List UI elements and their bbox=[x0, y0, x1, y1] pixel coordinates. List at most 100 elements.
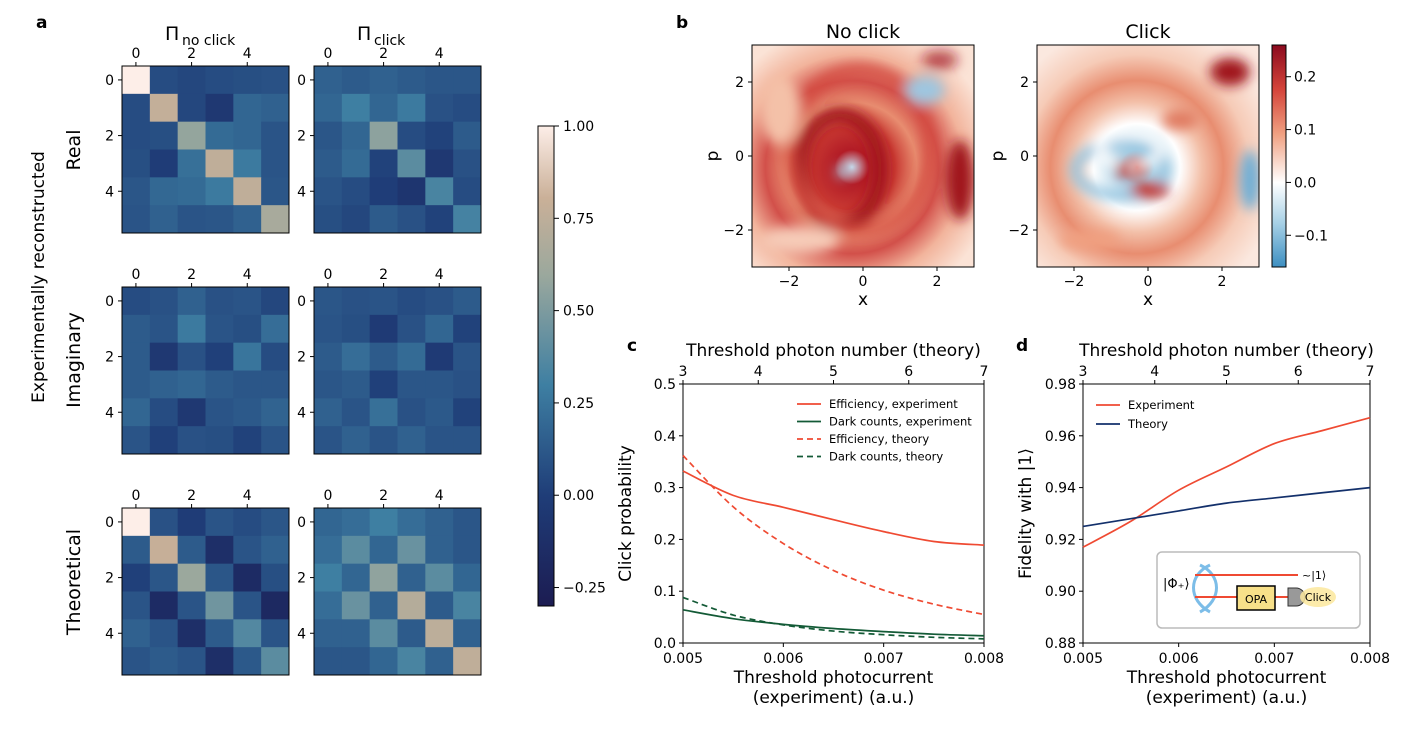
matrix-cell bbox=[205, 177, 234, 206]
matrix-cell bbox=[314, 287, 343, 316]
matrix-cell bbox=[122, 93, 151, 123]
col-title-click: Π click bbox=[357, 23, 406, 49]
top-tick-label: 7 bbox=[1366, 364, 1375, 380]
matrix-cell bbox=[314, 508, 343, 537]
svg-text:no click: no click bbox=[182, 33, 236, 49]
wigner-y-tick-label: 0 bbox=[1020, 149, 1029, 165]
matrix-cell bbox=[205, 619, 234, 648]
matrix-tick-label: 2 bbox=[297, 571, 306, 587]
matrix-cell bbox=[261, 93, 290, 123]
matrix-cell bbox=[233, 93, 262, 123]
x-tick-label: 0.008 bbox=[1350, 651, 1390, 667]
matrix-cell bbox=[205, 149, 234, 178]
wigner-y-tick-label: 0 bbox=[735, 149, 744, 165]
matrix-cell bbox=[369, 591, 398, 620]
matrix-click_real: 0 0 2 2 4 4 bbox=[297, 46, 482, 234]
matrix-cell bbox=[233, 287, 262, 316]
inset-state-label: |Φ₊⟩ bbox=[1163, 577, 1190, 592]
click-glow bbox=[1300, 587, 1336, 607]
matrix-cell bbox=[149, 619, 179, 648]
matrix-tick-label: 0 bbox=[105, 515, 114, 531]
matrix-cell bbox=[149, 426, 179, 455]
matrix-cell bbox=[122, 591, 151, 620]
colorbar-a-tick-label: 1.00 bbox=[563, 119, 594, 135]
series-dark-counts-theory bbox=[682, 596, 985, 640]
matrix-cell bbox=[369, 370, 398, 399]
matrix-tick-label: 2 bbox=[105, 350, 114, 366]
wigner-title-click: Click bbox=[1125, 21, 1170, 43]
x-tick-label: 0.006 bbox=[763, 651, 803, 667]
matrix-cell bbox=[397, 591, 426, 620]
matrix-cell bbox=[122, 647, 151, 676]
top-xlabel: Threshold photon number (theory) bbox=[685, 341, 981, 361]
matrix-cell bbox=[425, 398, 454, 427]
matrix-cell bbox=[122, 314, 151, 344]
matrix-cell bbox=[122, 342, 151, 371]
wigner-click bbox=[1037, 45, 1259, 267]
matrix-cell bbox=[261, 647, 290, 676]
wigner-y-tick-label: 2 bbox=[735, 75, 744, 91]
matrix-cell bbox=[177, 591, 206, 620]
row-label-real: Real bbox=[63, 130, 85, 171]
matrix-cell bbox=[261, 370, 290, 399]
legend-label: Theory bbox=[1127, 417, 1168, 431]
matrix-cell bbox=[261, 177, 290, 206]
matrix-cell bbox=[369, 619, 398, 648]
matrix-cell bbox=[177, 177, 206, 206]
matrix-cell bbox=[233, 508, 262, 537]
matrix-cell bbox=[122, 563, 151, 592]
matrix-cell bbox=[149, 647, 179, 676]
colorbar-a bbox=[537, 125, 555, 607]
matrix-cell bbox=[233, 121, 262, 150]
matrix-noclick_real: 0 0 2 2 4 4 bbox=[105, 46, 290, 234]
density-matrices: 0 0 2 2 4 4 0 0 2 2 4 4 0 0 2 2 4 4 0 0 2 2 4 4 0 0 2 2 4 4 0 0 2 2 4 4 bbox=[105, 46, 482, 676]
matrix-cell bbox=[369, 426, 398, 455]
matrix-cell bbox=[341, 535, 371, 565]
wigner-axes: −2 −2 0 0 2 2 x p −2 −2 0 0 2 2 x p bbox=[703, 75, 1226, 310]
y-tick-label: 0.92 bbox=[1045, 532, 1076, 548]
matrix-cell bbox=[369, 563, 398, 592]
matrix-cell bbox=[149, 370, 179, 399]
top-tick-label: 3 bbox=[679, 364, 688, 380]
y-tick-label: 0.2 bbox=[654, 532, 676, 548]
matrix-cell bbox=[314, 535, 343, 565]
matrix-cell bbox=[425, 563, 454, 592]
matrix-tick-label: 4 bbox=[243, 488, 252, 504]
matrix-cell bbox=[122, 398, 151, 427]
matrix-cell bbox=[233, 535, 262, 565]
matrix-cell bbox=[233, 563, 262, 592]
ylabel: Click probability bbox=[616, 445, 636, 582]
matrix-cell bbox=[233, 398, 262, 427]
matrix-cell bbox=[233, 619, 262, 648]
top-tick-label: 7 bbox=[980, 364, 989, 380]
matrix-cell bbox=[205, 287, 234, 316]
colorbar-a-tick-label: 0.50 bbox=[563, 304, 594, 320]
y-tick-label: 0.5 bbox=[654, 377, 676, 393]
wigner-xlabel: x bbox=[858, 290, 868, 310]
matrix-cell bbox=[122, 149, 151, 178]
matrix-cell bbox=[453, 342, 482, 371]
click-label: Click bbox=[1305, 591, 1332, 604]
matrix-cell bbox=[177, 647, 206, 676]
matrix-cell bbox=[397, 370, 426, 399]
top-tick-label: 4 bbox=[1150, 364, 1159, 380]
matrix-frame bbox=[313, 65, 482, 234]
matrix-cell bbox=[177, 93, 206, 123]
matrix-cell bbox=[314, 205, 343, 234]
matrix-cell bbox=[233, 426, 262, 455]
matrix-tick-label: 0 bbox=[131, 488, 140, 504]
matrix-cell bbox=[397, 508, 426, 537]
matrix-cell bbox=[205, 563, 234, 592]
matrix-cell bbox=[341, 287, 371, 316]
colorbar-a-tick-label: 0.75 bbox=[563, 211, 594, 227]
wigner-y-tick-label: 2 bbox=[1020, 75, 1029, 91]
matrix-cell bbox=[261, 619, 290, 648]
matrix-cell bbox=[314, 314, 343, 344]
matrix-cell bbox=[341, 370, 371, 399]
row-label-imaginary: Imaginary bbox=[63, 312, 85, 408]
svg-text:Π: Π bbox=[165, 23, 179, 45]
matrix-cell bbox=[261, 426, 290, 455]
matrix-cell bbox=[233, 177, 262, 206]
matrix-cell bbox=[149, 508, 179, 537]
matrix-tick-label: 0 bbox=[105, 294, 114, 310]
